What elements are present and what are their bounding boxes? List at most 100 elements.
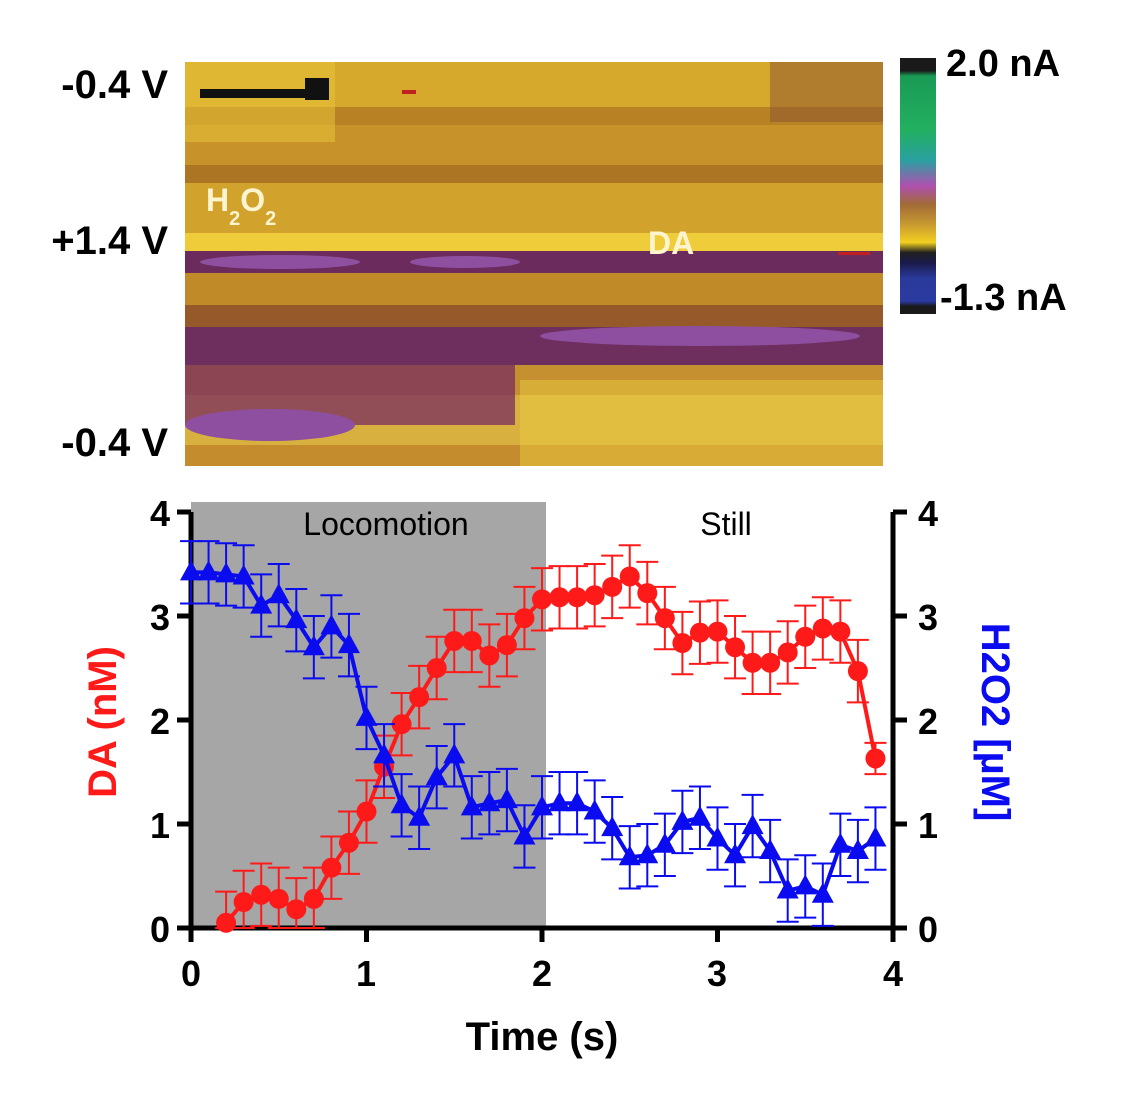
data-point [776, 878, 799, 899]
voltage-label-middle: +1.4 V [51, 219, 168, 263]
x-tick-label: 3 [707, 953, 727, 994]
data-point [320, 614, 343, 635]
series-layer [180, 540, 887, 933]
data-point [531, 795, 553, 816]
data-point [443, 743, 466, 764]
data-point [513, 824, 536, 845]
data-point [216, 912, 237, 933]
data-point [688, 805, 711, 826]
data-point [865, 748, 886, 769]
data-point [618, 845, 641, 866]
data-point [725, 637, 746, 658]
y-left-tick-label: 1 [150, 805, 170, 846]
y-left-tick-label: 3 [150, 597, 170, 638]
data-point [461, 630, 482, 651]
x-tick-label: 4 [883, 953, 903, 994]
data-point [495, 788, 518, 809]
data-point [215, 562, 238, 583]
data-point [338, 832, 359, 853]
y-left-tick-label: 2 [150, 701, 170, 742]
data-point [759, 839, 782, 860]
data-point [795, 626, 816, 647]
data-point [478, 791, 501, 812]
data-point [760, 652, 781, 673]
data-point [460, 795, 483, 816]
data-point [654, 608, 675, 629]
data-point [567, 587, 588, 608]
data-point [337, 633, 360, 654]
data-point [285, 608, 308, 629]
data-point [584, 585, 605, 606]
data-point [197, 560, 220, 581]
data-point [232, 564, 255, 585]
data-point [267, 583, 290, 604]
x-tick-label: 0 [181, 953, 201, 994]
data-point [496, 635, 517, 656]
data-point [672, 633, 693, 654]
data-point [724, 843, 747, 864]
y-right-tick-label: 2 [918, 701, 938, 742]
data-point [601, 816, 624, 837]
data-point [583, 799, 606, 820]
y-right-axis-title: H2O2 [µM] [973, 623, 1017, 822]
h2o2-annotation: H2O2 [206, 182, 276, 230]
data-point [742, 652, 763, 673]
data-point [286, 899, 307, 920]
data-point [566, 791, 589, 812]
data-point [794, 874, 817, 895]
data-point [425, 765, 448, 786]
data-point [321, 857, 342, 878]
x-tick-label: 1 [356, 953, 376, 994]
y-right-tick-label: 1 [918, 805, 938, 846]
data-point [847, 661, 868, 682]
data-point [707, 621, 728, 642]
data-point [251, 884, 272, 905]
y-left-tick-label: 4 [150, 493, 170, 534]
data-point [637, 583, 658, 604]
h2o2-series [180, 540, 887, 927]
data-point [830, 621, 851, 642]
voltage-label-top: -0.4 V [61, 63, 168, 107]
da-annotation: DA [648, 225, 694, 261]
data-point [303, 888, 324, 909]
data-point [689, 622, 710, 643]
x-tick-label: 2 [532, 953, 552, 994]
data-point [180, 560, 202, 581]
y-right-tick-label: 3 [918, 597, 938, 638]
data-point [355, 705, 378, 726]
locomotion-label: Locomotion [303, 506, 468, 542]
data-point [602, 576, 623, 597]
data-point [636, 843, 659, 864]
data-point [391, 714, 412, 735]
x-axis-title: Time (s) [466, 1015, 619, 1059]
data-point [671, 809, 694, 830]
data-point [812, 618, 833, 639]
colorbar [900, 58, 936, 314]
data-point [408, 805, 431, 826]
data-point [864, 826, 887, 847]
data-point [532, 589, 552, 610]
data-point [373, 743, 396, 764]
data-point [268, 888, 289, 909]
data-point [409, 687, 430, 708]
y-right-tick-label: 0 [918, 909, 938, 950]
data-point [741, 814, 764, 835]
data-point [829, 832, 852, 853]
data-point [302, 635, 325, 656]
heatmap-image [185, 62, 883, 466]
data-point [479, 645, 500, 666]
y-left-axis-title: DA (nM) [81, 646, 125, 798]
data-point [444, 630, 465, 651]
data-point [653, 832, 676, 853]
data-point [514, 608, 535, 629]
data-point [548, 791, 571, 812]
data-point [390, 793, 413, 814]
line-chart: Locomotion Still 0 1 2 3 4 0 1 2 3 4 0 1… [81, 493, 1017, 1059]
data-point [777, 642, 798, 663]
data-point [846, 839, 869, 860]
heatmap-panel: H2O2 DA -0.4 V +1.4 V -0.4 V 2.0 nA -1.3… [51, 43, 1067, 466]
data-point [619, 566, 640, 587]
colorbar-max-label: 2.0 nA [946, 43, 1060, 85]
y-left-tick-label: 0 [150, 909, 170, 950]
voltage-label-bottom: -0.4 V [61, 421, 168, 465]
